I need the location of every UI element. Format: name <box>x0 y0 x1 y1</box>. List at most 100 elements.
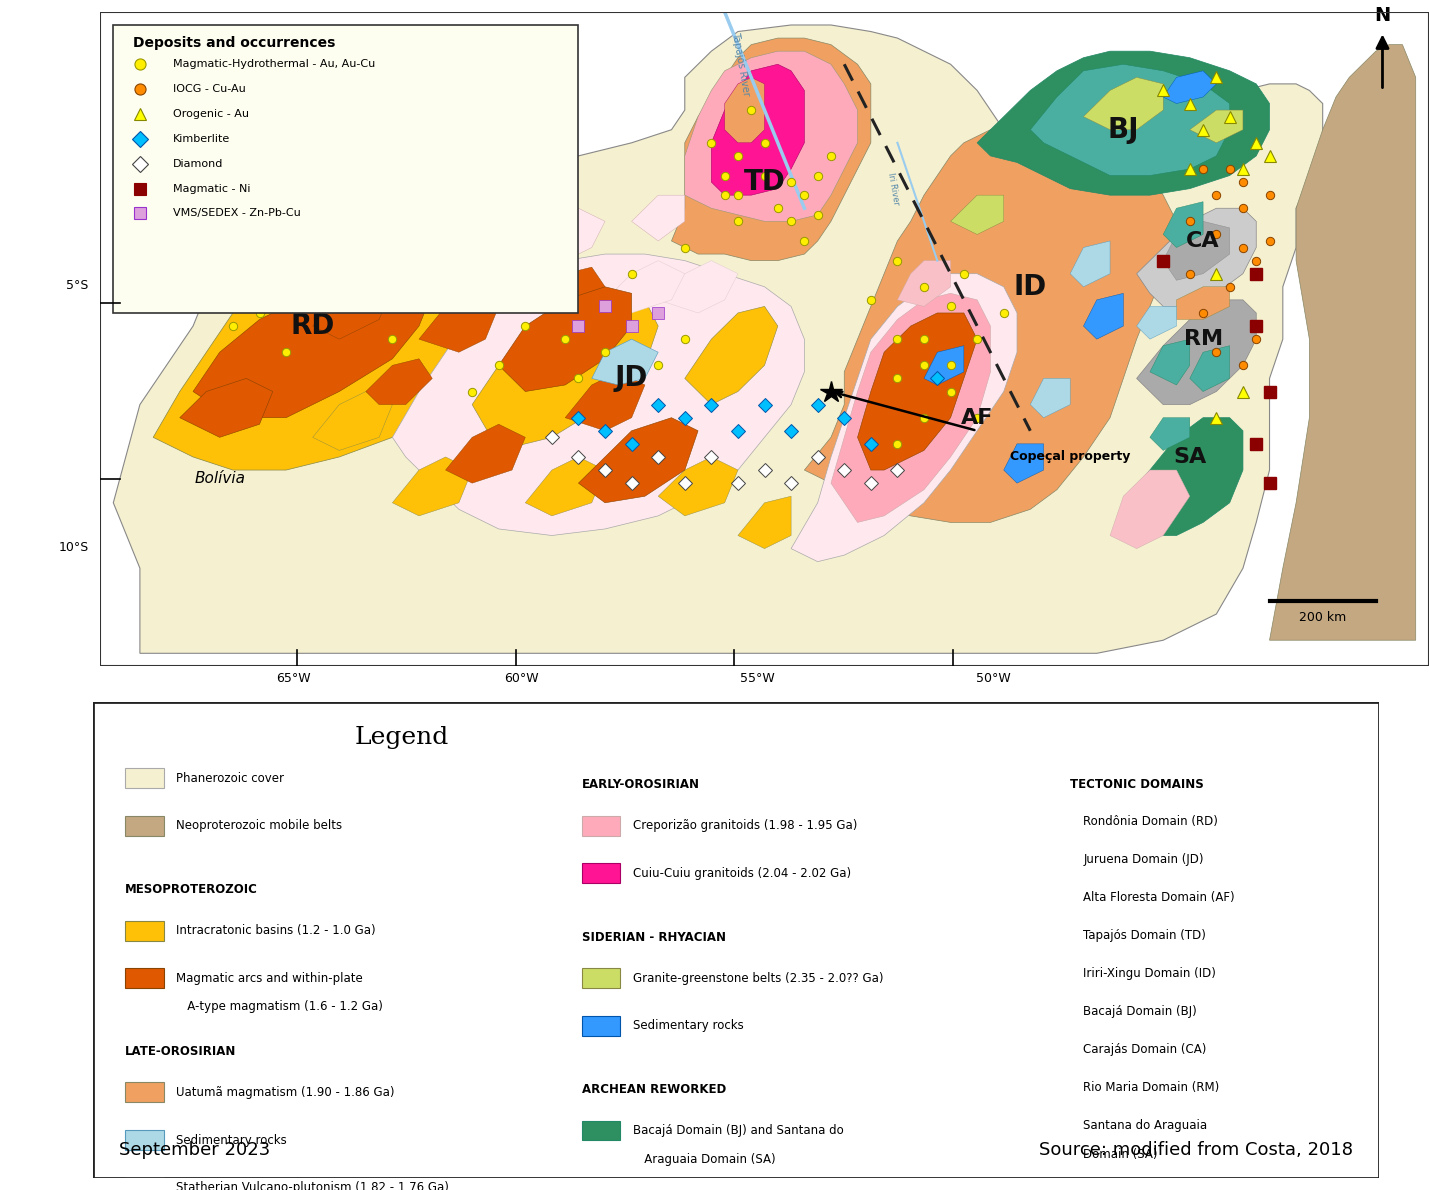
Text: Diamond: Diamond <box>173 158 223 169</box>
Text: Bacajá Domain (BJ): Bacajá Domain (BJ) <box>1083 1006 1198 1017</box>
Polygon shape <box>725 77 765 143</box>
Text: Deposits and occurrences: Deposits and occurrences <box>133 36 336 50</box>
Polygon shape <box>857 313 977 470</box>
Polygon shape <box>1030 378 1070 418</box>
Polygon shape <box>539 267 604 326</box>
Bar <box>126 1083 163 1102</box>
Text: Kimberlite: Kimberlite <box>173 133 230 144</box>
Text: 60°W: 60°W <box>504 672 539 685</box>
Text: Magmatic-Hydrothermal - Au, Au-Cu: Magmatic-Hydrothermal - Au, Au-Cu <box>173 60 376 69</box>
Polygon shape <box>1070 240 1110 287</box>
Text: 50°W: 50°W <box>976 672 1010 685</box>
Polygon shape <box>526 457 604 516</box>
Polygon shape <box>1123 418 1243 536</box>
Text: Magmatic arcs and within-plate: Magmatic arcs and within-plate <box>177 972 363 984</box>
Polygon shape <box>313 281 393 339</box>
Text: Tapajós Domain (TD): Tapajós Domain (TD) <box>1083 929 1206 941</box>
Polygon shape <box>273 234 446 306</box>
FancyBboxPatch shape <box>113 25 579 313</box>
Polygon shape <box>1176 287 1229 320</box>
Polygon shape <box>672 38 870 261</box>
Text: Legend: Legend <box>354 726 449 749</box>
Text: RD: RD <box>290 312 334 340</box>
Bar <box>582 1016 620 1035</box>
Text: MESOPROTEROZOIC: MESOPROTEROZOIC <box>126 883 257 896</box>
Bar <box>126 1178 163 1190</box>
Text: A-type magmatism (1.6 - 1.2 Ga): A-type magmatism (1.6 - 1.2 Ga) <box>177 1001 383 1013</box>
Text: TECTONIC DOMAINS: TECTONIC DOMAINS <box>1070 778 1205 791</box>
Polygon shape <box>1136 208 1256 306</box>
Polygon shape <box>592 339 659 386</box>
Bar <box>126 969 163 988</box>
Text: Uatumã magmatism (1.90 - 1.86 Ga): Uatumã magmatism (1.90 - 1.86 Ga) <box>177 1086 394 1098</box>
Text: N: N <box>1375 6 1390 25</box>
Polygon shape <box>1083 293 1123 339</box>
Bar <box>582 816 620 835</box>
Polygon shape <box>659 457 737 516</box>
Text: Juruena Domain (JD): Juruena Domain (JD) <box>1083 853 1203 865</box>
Polygon shape <box>193 274 432 418</box>
Polygon shape <box>366 359 432 405</box>
Text: ARCHEAN REWORKED: ARCHEAN REWORKED <box>582 1083 726 1096</box>
Text: LATE-OROSIRIAN: LATE-OROSIRIAN <box>126 1045 236 1058</box>
Polygon shape <box>499 287 632 392</box>
Polygon shape <box>604 261 684 313</box>
Polygon shape <box>1190 111 1243 143</box>
Polygon shape <box>897 261 950 306</box>
Polygon shape <box>1190 345 1229 392</box>
Text: Domain (SA): Domain (SA) <box>1083 1148 1157 1160</box>
Polygon shape <box>925 345 963 386</box>
Text: Phanerozoic cover: Phanerozoic cover <box>177 772 284 784</box>
Polygon shape <box>393 255 805 536</box>
Text: CA: CA <box>1186 231 1220 251</box>
Bar <box>126 816 163 835</box>
Bar <box>126 1130 163 1150</box>
Text: RM: RM <box>1183 330 1223 349</box>
Text: Alta Floresta Domain (AF): Alta Floresta Domain (AF) <box>1083 891 1235 903</box>
Text: Statherian Vulcano-plutonism (1.82 - 1.76 Ga): Statherian Vulcano-plutonism (1.82 - 1.7… <box>177 1182 449 1190</box>
Polygon shape <box>712 64 805 195</box>
Polygon shape <box>977 51 1269 195</box>
Text: Copeçal property: Copeçal property <box>1010 450 1130 463</box>
Bar <box>582 969 620 988</box>
Text: Neoproterozoic mobile belts: Neoproterozoic mobile belts <box>177 820 343 832</box>
Text: 10°S: 10°S <box>59 541 89 553</box>
Polygon shape <box>1150 418 1190 450</box>
Text: TD: TD <box>743 168 786 196</box>
Polygon shape <box>1136 306 1176 339</box>
Text: September 2023: September 2023 <box>119 1141 270 1159</box>
Polygon shape <box>950 195 1003 234</box>
Text: 55°W: 55°W <box>740 672 775 685</box>
Polygon shape <box>1163 202 1203 248</box>
Text: ID: ID <box>1013 273 1047 301</box>
Polygon shape <box>632 195 684 240</box>
Text: EARLY-OROSIRIAN: EARLY-OROSIRIAN <box>582 778 700 791</box>
Text: Creporizão granitoids (1.98 - 1.95 Ga): Creporizão granitoids (1.98 - 1.95 Ga) <box>633 820 857 832</box>
Text: Rio Maria Domain (RM): Rio Maria Domain (RM) <box>1083 1082 1219 1094</box>
Polygon shape <box>1150 339 1190 386</box>
Bar <box>126 921 163 940</box>
Polygon shape <box>832 293 990 522</box>
Text: Sedimentary rocks: Sedimentary rocks <box>633 1020 745 1032</box>
Text: Intracratonic basins (1.2 - 1.0 Ga): Intracratonic basins (1.2 - 1.0 Ga) <box>177 925 376 937</box>
Text: 5°S: 5°S <box>66 280 89 292</box>
Polygon shape <box>472 300 659 450</box>
Polygon shape <box>659 261 737 313</box>
Bar <box>126 769 163 788</box>
Polygon shape <box>684 306 777 405</box>
Polygon shape <box>313 392 393 450</box>
Polygon shape <box>684 51 857 221</box>
Text: Bolívia: Bolívia <box>194 471 246 487</box>
Text: Tapajós River: Tapajós River <box>730 31 752 98</box>
Polygon shape <box>792 274 1017 562</box>
Polygon shape <box>1269 44 1416 640</box>
Text: VMS/SEDEX - Zn-Pb-Cu: VMS/SEDEX - Zn-Pb-Cu <box>173 208 302 219</box>
Text: Cuiu-Cuiu granitoids (2.04 - 2.02 Ga): Cuiu-Cuiu granitoids (2.04 - 2.02 Ga) <box>633 868 852 879</box>
Polygon shape <box>180 378 273 438</box>
Polygon shape <box>1003 444 1043 483</box>
Text: Carajás Domain (CA): Carajás Domain (CA) <box>1083 1044 1206 1056</box>
Polygon shape <box>446 424 526 483</box>
Text: Rondônia Domain (RD): Rondônia Domain (RD) <box>1083 815 1218 827</box>
Polygon shape <box>1110 470 1190 549</box>
Text: BJ: BJ <box>1107 115 1139 144</box>
